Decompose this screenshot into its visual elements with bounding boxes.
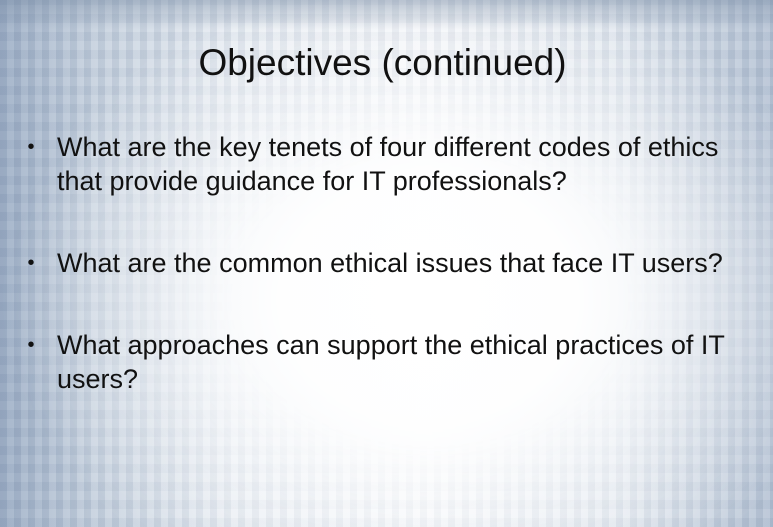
bullet-text: What are the key tenets of four differen… [57,132,719,196]
bullet-text: What approaches can support the ethical … [57,330,725,394]
bullet-dot-icon: • [27,334,35,356]
background-top-band [0,0,773,30]
bullet-item: • What approaches can support the ethica… [24,328,744,396]
bullet-list: • What are the key tenets of four differ… [24,130,744,396]
bullet-text: What are the common ethical issues that … [57,248,723,278]
slide-title: Objectives (continued) [198,42,567,83]
bullet-item: • What are the key tenets of four differ… [24,130,744,198]
bullet-item: • What are the common ethical issues tha… [24,246,744,280]
bullet-dot-icon: • [27,252,35,274]
bullet-dot-icon: • [27,136,35,158]
